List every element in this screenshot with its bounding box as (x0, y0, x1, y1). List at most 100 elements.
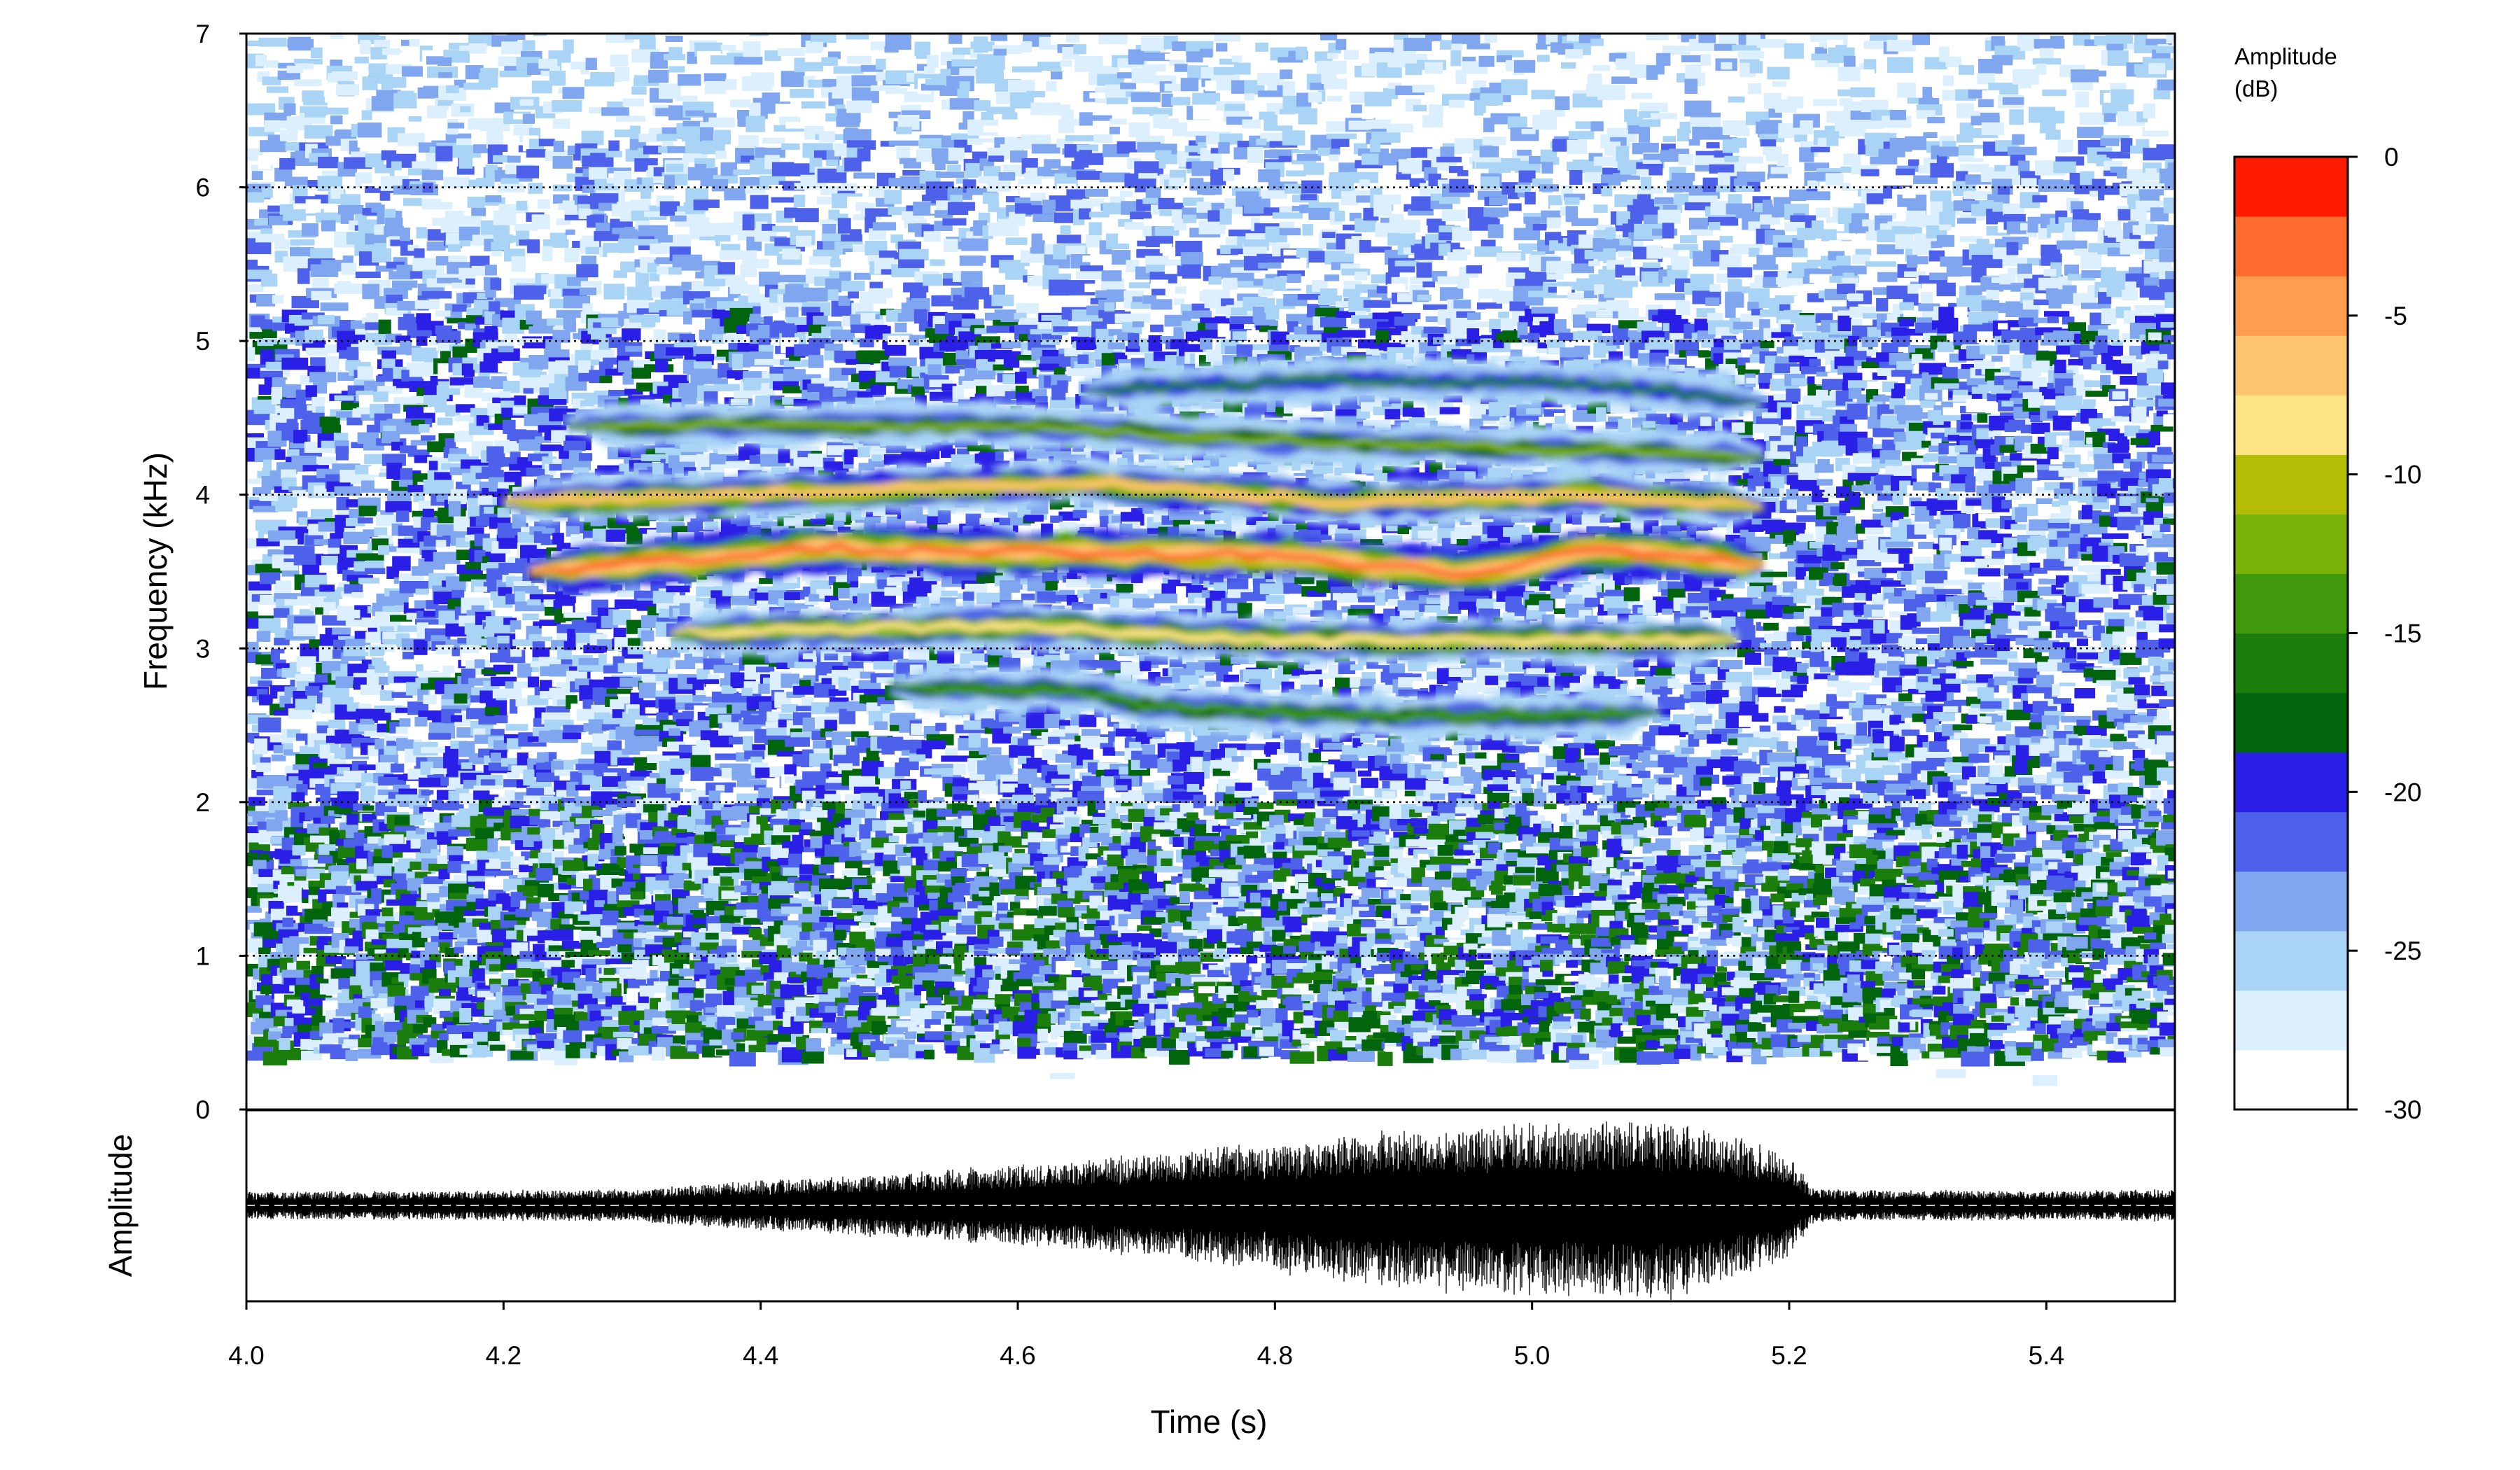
noise-cell (407, 927, 428, 934)
noise-cell (438, 932, 463, 940)
noise-cell (652, 1046, 665, 1061)
noise-cell (295, 869, 316, 876)
noise-cell (872, 796, 883, 806)
noise-cell (751, 985, 766, 994)
noise-cell (402, 66, 423, 77)
noise-cell (320, 302, 349, 312)
noise-cell (382, 934, 409, 941)
noise-cell (291, 456, 318, 466)
noise-cell (319, 565, 337, 573)
noise-cell (440, 351, 451, 361)
noise-cell (246, 953, 255, 967)
noise-cell (478, 717, 497, 725)
noise-cell (622, 98, 644, 107)
noise-cell (276, 663, 299, 671)
noise-cell (484, 326, 498, 338)
noise-cell (393, 784, 410, 791)
noise-cell (462, 1032, 480, 1039)
noise-cell (248, 797, 265, 808)
noise-cell (845, 860, 862, 869)
noise-cell (281, 469, 297, 479)
noise-cell (282, 1026, 301, 1035)
noise-cell (562, 732, 582, 740)
noise-cell (480, 779, 496, 787)
noise-cell (704, 279, 726, 287)
noise-cell (428, 733, 451, 740)
noise-cell (456, 166, 475, 175)
noise-cell (712, 334, 725, 344)
noise-cell (374, 527, 388, 537)
noise-cell (330, 1048, 350, 1060)
noise-cell (720, 876, 734, 886)
noise-cell (522, 687, 535, 694)
noise-cell (633, 372, 648, 379)
noise-cell (580, 400, 594, 407)
noise-cell (466, 708, 487, 720)
noise-cell (724, 188, 746, 201)
noise-cell (258, 155, 271, 169)
noise-cell (562, 606, 573, 614)
noise-cell (416, 336, 428, 346)
noise-cell (421, 683, 437, 690)
noise-cell (511, 255, 526, 272)
noise-cell (704, 521, 718, 530)
noise-cell (448, 244, 461, 252)
noise-cell (510, 1051, 534, 1060)
noise-cell (320, 794, 331, 806)
noise-cell (526, 239, 540, 253)
noise-cell (896, 127, 912, 134)
noise-cell (434, 472, 451, 480)
noise-cell (579, 287, 596, 295)
noise-cell (459, 240, 471, 246)
noise-cell (838, 677, 852, 691)
noise-cell (523, 388, 534, 394)
noise-cell (407, 449, 430, 457)
noise-cell (538, 819, 551, 827)
noise-cell (694, 164, 706, 173)
noise-cell (846, 34, 869, 40)
noise-cell (362, 208, 379, 216)
noise-cell (259, 694, 273, 706)
noise-cell (251, 1007, 267, 1014)
noise-cell (396, 738, 414, 751)
noise-cell (860, 291, 887, 304)
noise-cell (790, 89, 814, 98)
noise-cell (260, 370, 283, 378)
noise-cell (326, 955, 346, 965)
noise-cell (607, 740, 622, 751)
noise-cell (377, 916, 395, 923)
noise-cell (423, 694, 437, 704)
noise-cell (441, 463, 472, 470)
noise-cell (532, 648, 550, 658)
noise-cell (395, 708, 416, 713)
noise-cell (285, 176, 308, 187)
noise-cell (715, 150, 727, 159)
noise-cell (554, 1007, 573, 1016)
noise-cell (334, 808, 352, 814)
noise-cell (490, 729, 505, 736)
noise-cell (386, 261, 405, 269)
noise-cell (617, 944, 632, 953)
noise-cell (476, 178, 495, 188)
noise-cell (449, 467, 475, 475)
noise-cell (536, 998, 554, 1005)
noise-cell (315, 607, 328, 615)
noise-cell (888, 140, 919, 146)
noise-cell (393, 676, 423, 683)
noise-cell (271, 391, 283, 405)
noise-cell (317, 909, 329, 916)
noise-cell (767, 1034, 792, 1042)
noise-cell (389, 546, 402, 552)
noise-cell (266, 819, 283, 832)
noise-cell (542, 528, 555, 534)
noise-cell (457, 637, 470, 644)
noise-cell (382, 358, 396, 370)
noise-cell (379, 192, 391, 201)
noise-cell (317, 855, 333, 864)
noise-cell (286, 729, 301, 738)
noise-cell (793, 195, 806, 207)
noise-cell (603, 967, 615, 975)
noise-cell (368, 664, 380, 672)
noise-cell (704, 81, 726, 94)
noise-cell (484, 706, 500, 715)
